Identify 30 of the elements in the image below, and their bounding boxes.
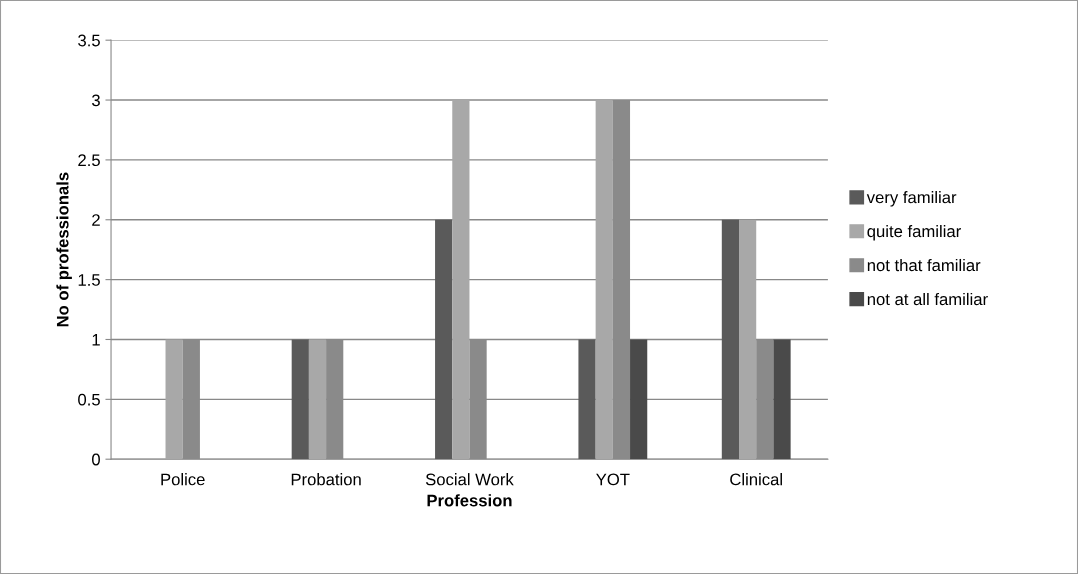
x-tick-label: Social Work <box>425 473 514 486</box>
bar <box>291 339 309 460</box>
bar <box>773 339 791 460</box>
x-tick-label: YOT <box>596 473 630 486</box>
y-tick-label: 0 <box>92 453 100 466</box>
bar <box>452 100 470 460</box>
y-tick-label: 1 <box>92 334 100 346</box>
bar <box>165 339 183 460</box>
bar <box>630 339 648 460</box>
bar <box>721 219 740 460</box>
x-tick-label: Clinical <box>730 473 782 486</box>
bar <box>435 219 453 460</box>
bar <box>739 219 757 460</box>
y-tick-label: 3.5 <box>78 34 100 47</box>
legend-label: very familiar <box>866 191 957 207</box>
bar <box>595 100 613 460</box>
legend-label: quite familiar <box>867 224 961 241</box>
x-tick-label: Police <box>161 473 205 486</box>
y-axis-title: No of professionals <box>56 172 72 327</box>
y-tick-label: 3 <box>91 94 100 107</box>
legend-label: not at all familiar <box>867 292 988 306</box>
bar <box>308 339 327 460</box>
y-tick-label: 1.5 <box>78 274 100 286</box>
y-tick-label: 2.5 <box>78 154 100 167</box>
legend-label: not that familiar <box>867 258 981 272</box>
x-tick-label: Probation <box>291 473 361 486</box>
y-tick-label: 0.5 <box>78 393 100 406</box>
y-tick-label: 2 <box>92 214 100 226</box>
bar <box>578 339 596 460</box>
x-axis-title: Profession <box>427 494 512 507</box>
